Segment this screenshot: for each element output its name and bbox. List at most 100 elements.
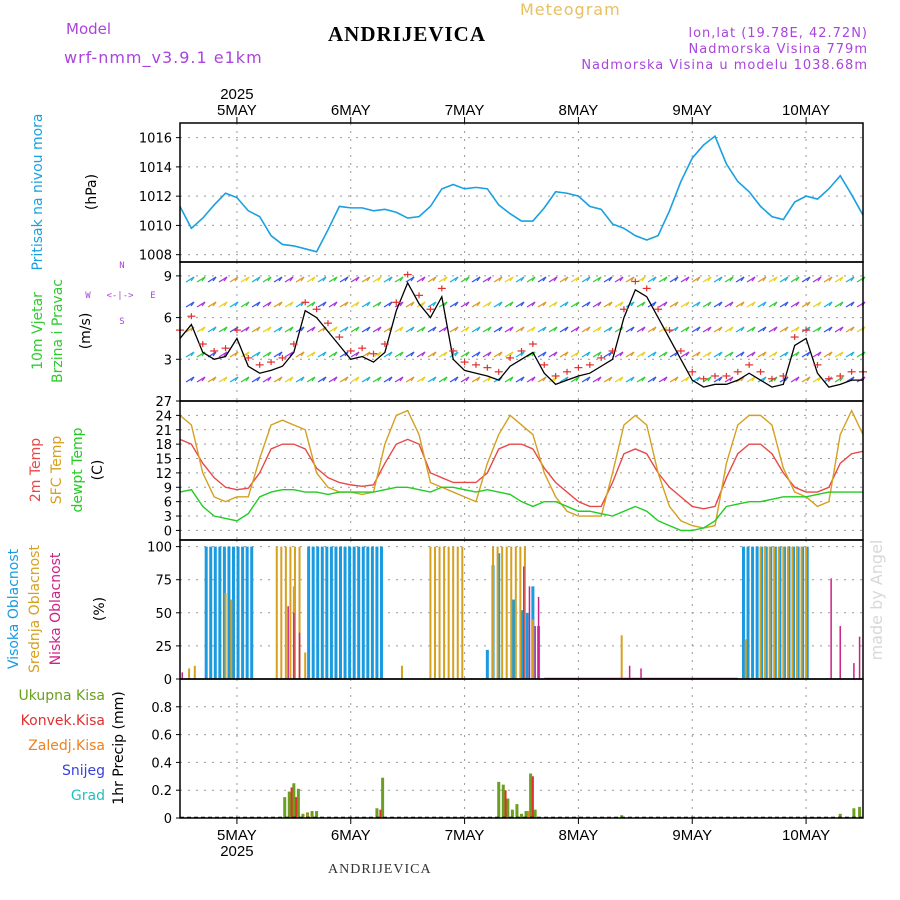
wind-arrow-head <box>839 351 844 357</box>
wind-arrow-head <box>597 351 602 357</box>
y-tick-label: 0.6 <box>151 729 172 744</box>
precip-bar <box>531 776 534 818</box>
cloud-bar <box>525 612 529 679</box>
wind-arrow-head <box>432 351 437 357</box>
cloud-bar <box>744 639 747 679</box>
precip-legend-label: Grad <box>71 788 105 804</box>
cloud-bar <box>777 546 780 679</box>
wind-arrow-head <box>707 301 712 307</box>
cloud-bar <box>786 546 789 679</box>
wind-arrow-head <box>674 301 679 307</box>
wind-arrow-head <box>839 376 844 382</box>
wind-arrow-head <box>443 301 448 307</box>
wind-arrow-head <box>476 351 481 357</box>
cloud-bar <box>512 599 516 679</box>
cloud-bar <box>284 546 287 679</box>
y-tick-label: 1010 <box>139 219 172 234</box>
wind-arrow-head <box>278 376 283 382</box>
wind-arrow-head <box>839 276 844 282</box>
wind-arrow-head <box>553 326 558 332</box>
wind-arrow-head <box>289 351 294 357</box>
x-tick-label-bottom: 5MAY <box>217 827 257 844</box>
precip-bar <box>283 797 287 818</box>
wind-arrow-head <box>773 301 778 307</box>
wind-arrow-head <box>355 301 360 307</box>
cloud-bar <box>501 546 504 679</box>
x-year-top: 2025 <box>220 86 253 103</box>
wind-arrow-head <box>267 376 272 382</box>
cloud-bar <box>755 546 759 679</box>
precip-bar <box>379 809 382 818</box>
wind-arrow-head <box>311 276 316 282</box>
wind-arrow-head <box>421 351 426 357</box>
wind-arrow-head <box>388 376 393 382</box>
precip-legend-label: Snijeg <box>62 763 105 779</box>
wind-arrow-head <box>828 276 833 282</box>
cloud-bar <box>361 546 365 679</box>
wind-arrow-head <box>839 326 844 332</box>
cloud-bar <box>746 546 750 679</box>
wind-arrow-head <box>707 351 712 357</box>
precip-bar <box>292 783 296 818</box>
wind-arrow-head <box>333 276 338 282</box>
panel-frame <box>179 678 864 819</box>
cloud-bar <box>764 546 768 679</box>
wind-arrow-head <box>663 276 668 282</box>
cloud-bar <box>768 546 771 679</box>
wind-arrow-head <box>190 276 195 282</box>
x-tick-label-top: 6MAY <box>331 102 371 119</box>
wind-arrow-head <box>388 351 393 357</box>
precip-bar <box>510 809 514 818</box>
precip-bar <box>497 781 501 818</box>
wind-arrow-head <box>223 376 228 382</box>
wind-unit: (m/s) <box>78 313 94 350</box>
wind-arrow-head <box>806 301 811 307</box>
wind-arrow-head <box>311 301 316 307</box>
wind-arrow-head <box>289 301 294 307</box>
wind-arrow-head <box>795 351 800 357</box>
wind-arrow-head <box>190 376 195 382</box>
wind-arrow-head <box>553 276 558 282</box>
wind-arrow-head <box>553 351 558 357</box>
cloud-bar <box>839 626 841 679</box>
x-year-bottom: 2025 <box>220 843 253 860</box>
cloud-bar <box>304 652 307 679</box>
cloud-bar <box>224 592 227 679</box>
wind-arrow-head <box>201 326 206 332</box>
wind-arrow-head <box>608 326 613 332</box>
cloud-bar <box>193 665 196 679</box>
panel-frame <box>179 400 864 541</box>
temp-line-2m <box>179 438 864 510</box>
wind-arrow-head <box>256 326 261 332</box>
cloud-bar <box>298 546 301 679</box>
cloud-bar <box>523 566 525 679</box>
cloud-bar <box>760 546 764 679</box>
wind-arrow-head <box>773 326 778 332</box>
cloud-bar <box>298 632 301 679</box>
wind-arrow-head <box>586 326 591 332</box>
cloud-bar <box>773 546 777 679</box>
wind-arrow-head <box>586 376 591 382</box>
precip-bar <box>381 777 385 818</box>
cloud-bar <box>241 546 245 679</box>
x-tick-label-top: 5MAY <box>217 102 257 119</box>
cloud-bar <box>218 546 222 679</box>
cloud-bar <box>245 546 249 679</box>
wind-arrow-head <box>795 276 800 282</box>
wind-arrow-head <box>487 351 492 357</box>
wind-arrow-head <box>751 351 756 357</box>
wind-arrow-head <box>817 276 822 282</box>
wind-arrow-head <box>630 376 635 382</box>
wind-arrow-head <box>531 376 536 382</box>
wind-arrow-head <box>322 376 327 382</box>
wind-arrow-head <box>223 276 228 282</box>
wind-arrow-head <box>421 301 426 307</box>
precip-bar <box>296 788 300 818</box>
wind-arrow-head <box>322 351 327 357</box>
wind-arrow-head <box>465 376 470 382</box>
wind-arrow-head <box>399 326 404 332</box>
wind-arrow-head <box>619 276 624 282</box>
wind-arrow-head <box>542 301 547 307</box>
y-tick-label: 3 <box>164 353 172 368</box>
cloud-bar <box>769 546 773 679</box>
